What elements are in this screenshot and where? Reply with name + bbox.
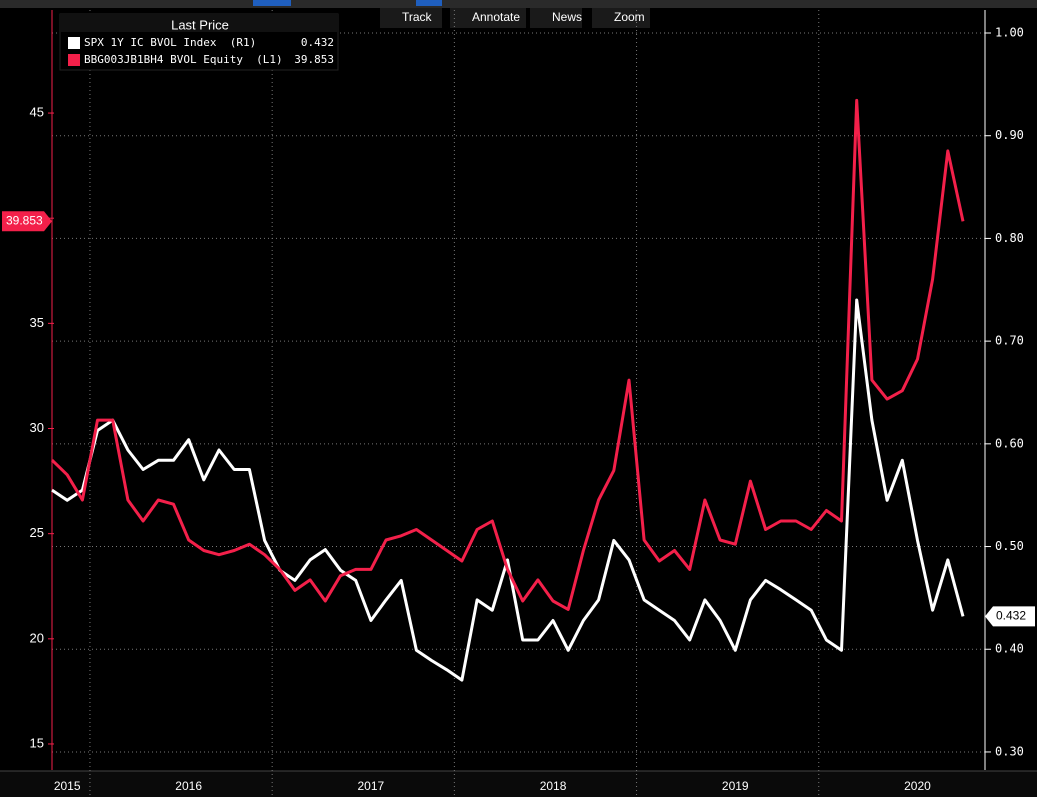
toolbar-button[interactable] xyxy=(530,8,582,28)
toolbar-button[interactable] xyxy=(380,8,442,28)
y-tick-label: 45 xyxy=(30,104,44,119)
legend-header xyxy=(60,14,338,32)
toolbar-label[interactable]: Zoom xyxy=(614,10,645,24)
series-line xyxy=(50,98,965,611)
legend-value: 39.853 xyxy=(294,53,334,66)
y2-tick-label: 0.50 xyxy=(995,539,1024,553)
legend-label: BBG003JB1BH4 BVOL Equity (L1) xyxy=(84,53,283,66)
tab-strip xyxy=(0,0,1037,8)
y-tick-label: 30 xyxy=(30,420,44,435)
tab[interactable] xyxy=(253,0,291,6)
y2-tick-label: 0.30 xyxy=(995,744,1024,758)
legend-label: SPX 1Y IC BVOL Index (R1) xyxy=(84,36,256,49)
toolbar-button[interactable] xyxy=(450,8,526,28)
last-value-tag xyxy=(985,606,1035,627)
x-axis-strip xyxy=(0,771,1037,797)
y2-tick-label: 1.00 xyxy=(995,26,1024,40)
y2-tick-label: 0.60 xyxy=(995,436,1024,450)
last-value-tag-label: 0.432 xyxy=(996,609,1026,623)
y-tick-label: 15 xyxy=(30,735,44,750)
x-tick-label: 2018 xyxy=(540,779,567,793)
toolbar-button[interactable] xyxy=(592,8,650,28)
x-tick-label: 2015 xyxy=(54,779,81,793)
y-tick-label: 25 xyxy=(30,525,44,540)
y-tick-label: 35 xyxy=(30,315,44,330)
tab[interactable] xyxy=(416,0,442,6)
y2-tick-label: 0.90 xyxy=(995,128,1024,142)
last-value-tag-label: 39.853 xyxy=(6,213,43,227)
legend-title: Last Price xyxy=(171,17,229,32)
legend-swatch xyxy=(68,37,80,49)
x-tick-label: 2019 xyxy=(722,779,749,793)
series-line xyxy=(51,298,965,682)
toolbar-label[interactable]: Track xyxy=(402,10,433,24)
y-tick-label: 20 xyxy=(30,630,44,645)
x-tick-label: 2016 xyxy=(175,779,202,793)
y2-tick-label: 0.80 xyxy=(995,231,1024,245)
toolbar-label[interactable]: Annotate xyxy=(472,10,520,24)
toolbar-label[interactable]: News xyxy=(552,10,582,24)
x-tick-label: 2017 xyxy=(357,779,384,793)
last-value-tag xyxy=(2,211,52,232)
y2-tick-label: 0.40 xyxy=(995,642,1024,656)
legend-swatch xyxy=(68,54,80,66)
x-tick-label: 2020 xyxy=(904,779,931,793)
legend-value: 0.432 xyxy=(301,36,334,49)
y2-tick-label: 0.70 xyxy=(995,334,1024,348)
